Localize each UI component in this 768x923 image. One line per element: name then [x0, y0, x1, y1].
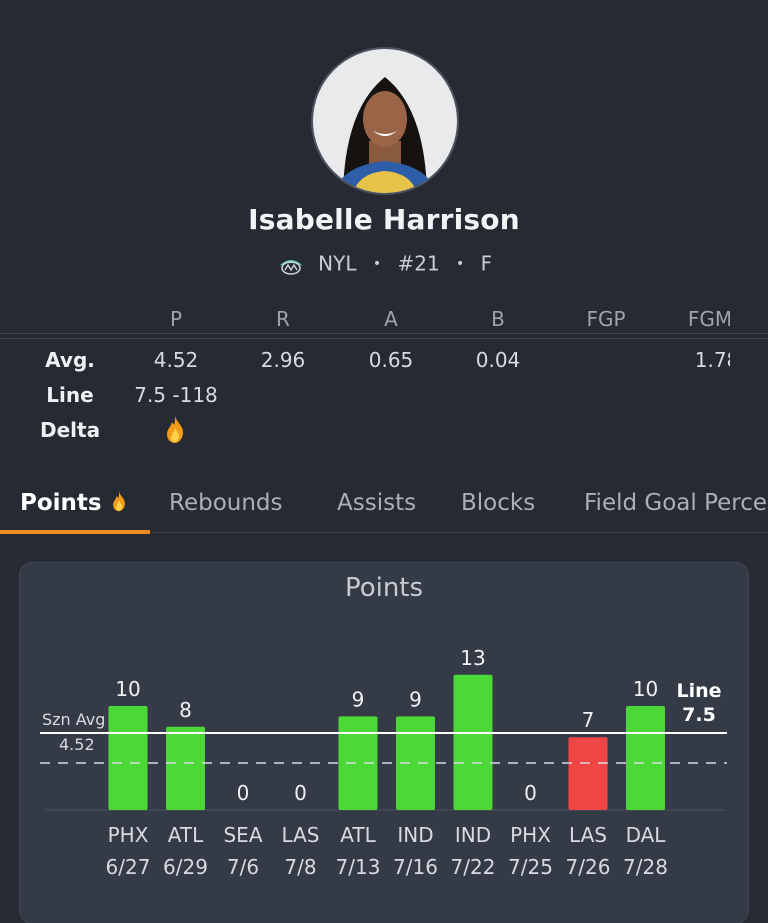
tab-rebounds[interactable]: Rebounds: [169, 490, 283, 516]
x-tick-label-team: ATL: [340, 823, 376, 847]
tab-label: Points: [20, 490, 102, 516]
jersey-number: #21: [397, 251, 440, 276]
x-tick-label-team: PHX: [108, 823, 149, 847]
line-value-label: 7.5: [682, 704, 716, 726]
stat-header-points: P: [169, 307, 183, 331]
season-average-value: 4.52: [59, 735, 95, 754]
x-tick-label-date: 7/28: [623, 855, 668, 879]
tab-blocks[interactable]: Blocks: [461, 490, 536, 516]
x-tick-label-team: LAS: [282, 823, 320, 847]
x-tick-label-date: 7/13: [336, 855, 381, 879]
bar-value-label: 9: [352, 687, 365, 711]
tab-track: [0, 532, 768, 533]
points-bar-chart: 10 PHX 6/27 8 ATL 6/29 0 SEA 7/6 0 LAS 7/8 9 ATL 7/13 9…: [40, 646, 727, 879]
x-tick-label-team: DAL: [626, 823, 667, 847]
player-name: Isabelle Harrison: [248, 203, 520, 236]
avg-rebounds: 2.96: [260, 348, 306, 372]
bar-value-label: 8: [179, 698, 192, 722]
player-position: F: [480, 251, 493, 276]
x-tick-label-team: PHX: [510, 823, 551, 847]
bar-value-label: 0: [294, 781, 307, 805]
x-tick-label-date: 7/25: [508, 855, 553, 879]
separator: •: [372, 255, 382, 272]
team-abbr: NYL: [318, 251, 357, 276]
line-points: 7.5 -118: [134, 383, 218, 407]
tab-assists[interactable]: Assists: [337, 490, 417, 516]
player-meta: NYL • #21 • F: [0, 250, 768, 276]
team-logo-icon: [278, 259, 303, 275]
bar-value-label: 0: [524, 781, 537, 805]
avg-assists: 0.65: [368, 348, 414, 372]
x-tick-label-team: IND: [397, 823, 433, 847]
stat-header-blocks: B: [491, 307, 505, 331]
stat-header-fgm: FGM: [687, 307, 730, 331]
x-tick-label-date: 6/29: [163, 855, 208, 879]
x-tick-label-team: SEA: [223, 823, 262, 847]
tab-field-goal-percentage[interactable]: Field Goal Percentage: [584, 490, 768, 516]
fire-icon: [167, 416, 184, 443]
stat-tabs: Points Rebounds Assists Blocks Field Goa…: [0, 490, 768, 530]
bar-value-label: 9: [409, 687, 422, 711]
player-avatar: [311, 47, 459, 195]
x-tick-label-team: LAS: [569, 823, 607, 847]
row-label-delta: Delta: [40, 418, 101, 442]
bar: [396, 716, 435, 810]
divider: [0, 333, 768, 334]
bar-value-label: 10: [115, 677, 140, 701]
avg-fgm: 1.78: [694, 348, 730, 372]
chart-title: Points: [344, 573, 424, 603]
row-label-avg: Avg.: [45, 348, 95, 372]
stat-header-fgp: FGP: [586, 307, 626, 331]
fire-icon: [112, 491, 125, 512]
x-tick-label-date: 7/22: [451, 855, 496, 879]
line-label: Line: [676, 680, 721, 702]
bar: [568, 737, 608, 810]
tab-points[interactable]: Points: [20, 490, 128, 516]
x-tick-label-date: 7/8: [284, 855, 316, 879]
separator: •: [456, 255, 465, 272]
season-average-label: Szn Avg: [42, 710, 105, 729]
avg-points: 4.52: [153, 348, 199, 372]
divider: [0, 338, 768, 339]
x-tick-label-date: 7/6: [227, 855, 259, 879]
bar-value-label: 7: [582, 708, 595, 732]
stat-header-assists: A: [384, 307, 398, 331]
row-label-line: Line: [46, 383, 94, 407]
bar: [108, 706, 148, 810]
x-tick-label-date: 7/16: [393, 855, 438, 879]
stats-table: P R A B FGP FGM Avg. 4.52 2.96 0.65 0.04…: [0, 0, 730, 460]
bar-value-label: 0: [237, 781, 250, 805]
active-tab-indicator: [0, 530, 150, 534]
x-tick-label-date: 7/26: [566, 855, 611, 879]
x-tick-label-team: IND: [455, 823, 491, 847]
stat-header-rebounds: R: [276, 307, 290, 331]
bar-value-label: 13: [460, 646, 485, 670]
x-tick-label-team: ATL: [168, 823, 204, 847]
bar: [166, 726, 205, 810]
avg-blocks: 0.04: [475, 348, 521, 372]
bar: [338, 716, 378, 810]
bar: [453, 674, 493, 810]
bar-value-label: 10: [633, 677, 658, 701]
x-tick-label-date: 6/27: [106, 855, 151, 879]
bar: [626, 706, 665, 810]
player-photo: [313, 49, 457, 193]
